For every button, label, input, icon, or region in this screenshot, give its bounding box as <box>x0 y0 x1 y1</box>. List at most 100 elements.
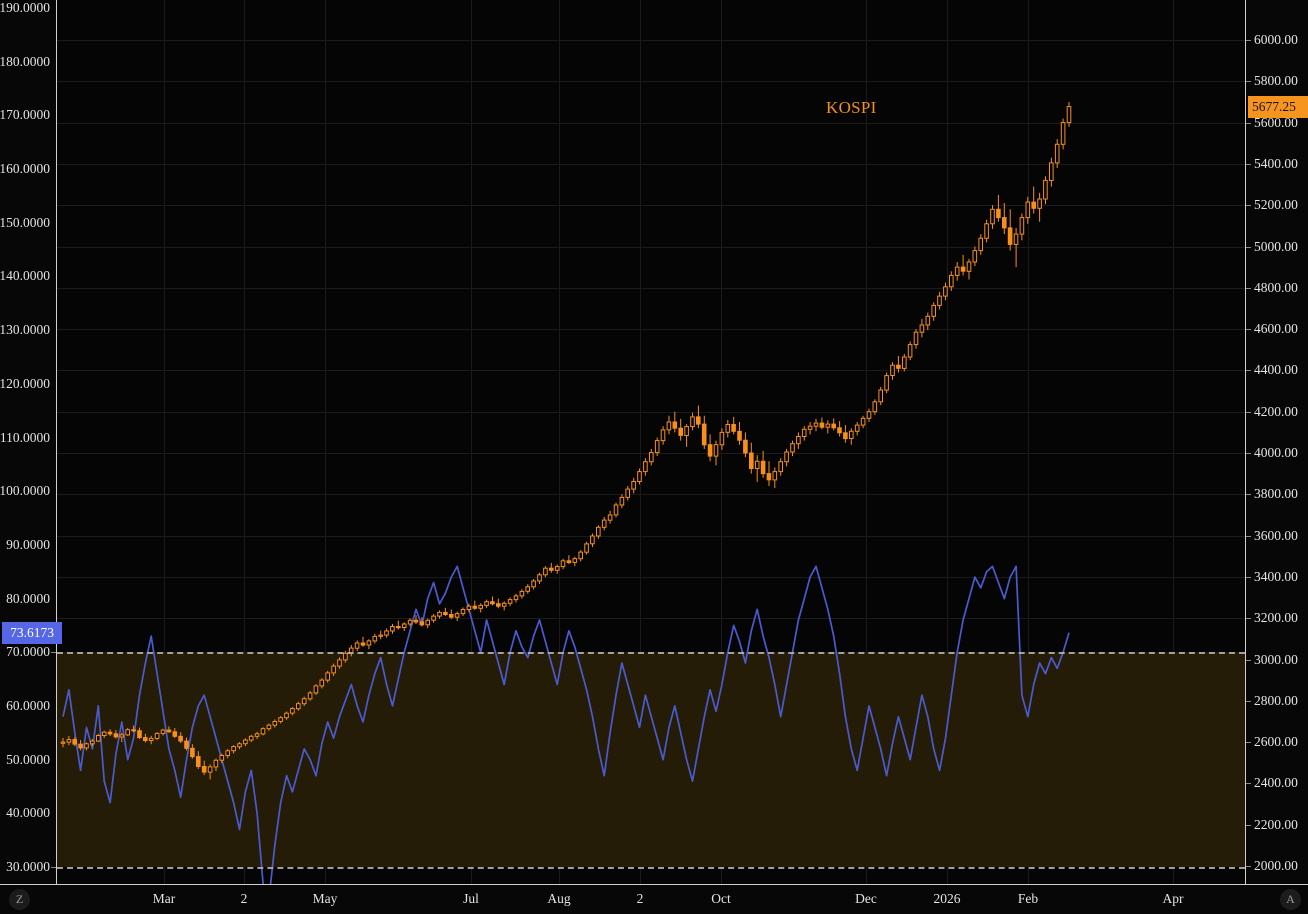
time-axis-tick-label: Dec <box>855 891 877 906</box>
time-axis-tick-label: 2 <box>240 891 248 906</box>
candle-body-up <box>407 619 413 625</box>
candle-body-down <box>72 739 77 745</box>
candle-body-up <box>884 375 889 391</box>
candle-body-up <box>825 423 831 428</box>
gridline-h <box>57 536 1245 537</box>
chart-plot-area[interactable]: KOSPI <box>57 0 1245 884</box>
time-axis-tick-label: 2026 <box>933 891 961 906</box>
left-price-axis[interactable]: 30.0000 40.0000 50.0000 60.0000 70.0000 80.00… <box>0 0 56 884</box>
right-axis-tickmark <box>1246 536 1251 537</box>
candle-body-down <box>472 605 478 609</box>
time-axis-tick-label: Oct <box>711 891 731 906</box>
candle-body-up <box>937 295 942 306</box>
gridline-v <box>1173 0 1174 884</box>
candle-body-down <box>131 729 136 732</box>
candle-body-up <box>772 471 778 481</box>
left-axis-tick-label: 150.0000 <box>0 214 50 230</box>
candle-body-up <box>219 755 225 761</box>
candle-body-up <box>401 623 407 628</box>
candle-body-up <box>543 567 548 576</box>
time-axis-tick-label: Apr <box>1162 891 1184 906</box>
time-axis-tick-label: 2 <box>636 891 644 906</box>
candle-body-up <box>784 451 789 463</box>
candle-body-up <box>607 514 613 521</box>
right-price-axis[interactable]: 2000.00 2200.00 2400.00 2600.00 2800.00 3000.… <box>1246 0 1308 884</box>
candle-body-down <box>707 444 713 457</box>
right-axis-tickmark <box>1246 825 1251 826</box>
candle-body-up <box>266 724 272 730</box>
candle-body-down <box>184 740 189 749</box>
right-axis-tick-label: 5200.00 <box>1254 197 1298 213</box>
candle-body-up <box>390 626 395 632</box>
candlestick-series <box>60 102 1072 780</box>
gridline-h <box>57 40 1245 41</box>
candle-body-down <box>549 567 554 571</box>
candle-body-up <box>272 721 278 726</box>
candle-body-down <box>201 766 207 773</box>
candle-body-up <box>913 331 919 346</box>
candle-body-up <box>60 741 66 744</box>
rsi-value-badge: 73.6173 <box>2 621 62 644</box>
right-axis-tickmark <box>1246 247 1251 248</box>
candle-body-up <box>160 729 166 734</box>
right-axis-tick-label: 5800.00 <box>1254 73 1298 89</box>
candle-body-down <box>172 731 178 737</box>
candle-body-up <box>807 425 813 430</box>
candle-body-up <box>154 732 160 739</box>
candle-body-up <box>713 444 719 457</box>
candle-body-up <box>654 440 660 454</box>
candle-body-up <box>966 261 972 272</box>
right-axis-tickmark <box>1246 205 1251 206</box>
series-title-kospi: KOSPI <box>826 98 877 117</box>
candle-body-up <box>637 471 642 483</box>
candle-body-up <box>866 411 872 419</box>
candle-body-down <box>566 560 572 563</box>
candle-body-up <box>513 595 519 601</box>
candle-body-up <box>101 731 107 737</box>
candle-body-up <box>290 708 295 714</box>
candle-body-down <box>672 421 678 429</box>
candle-body-up <box>225 750 230 756</box>
zoom-reset-button[interactable]: Z <box>9 889 30 910</box>
candle-body-up <box>666 421 672 431</box>
candle-body-up <box>260 728 266 735</box>
candle-body-up <box>690 416 695 428</box>
right-axis-tickmark <box>1246 412 1251 413</box>
right-axis-tickmark <box>1246 577 1251 578</box>
candle-body-down <box>443 611 448 616</box>
candle-body-up <box>796 436 801 445</box>
candle-body-up <box>1066 106 1072 124</box>
candle-body-up <box>1019 217 1025 235</box>
candle-body-down <box>449 614 454 618</box>
candle-body-up <box>337 659 342 667</box>
candle-body-down <box>760 460 766 475</box>
candle-body-down <box>766 473 772 481</box>
gridline-h <box>57 370 1245 371</box>
candle-body-up <box>313 685 319 694</box>
candle-body-up <box>425 619 430 626</box>
candle-body-up <box>207 766 213 773</box>
right-axis-tickmark <box>1246 329 1251 330</box>
right-axis-tickmark <box>1246 288 1251 289</box>
time-axis-tick-label: Jul <box>463 891 479 906</box>
time-axis[interactable]: Z A Mar 2 May Jul Aug 2 Oct Dec 2026 Feb Apr <box>0 884 1308 914</box>
gridline-h <box>57 123 1245 124</box>
right-axis-tick-label: 5000.00 <box>1254 238 1298 254</box>
right-axis-tick-label: 2800.00 <box>1254 692 1298 708</box>
candle-body-up <box>437 611 442 617</box>
time-axis-tick-label: Mar <box>152 891 176 906</box>
candle-body-down <box>749 452 754 469</box>
candle-body-down <box>1007 227 1013 245</box>
candle-body-up <box>919 324 925 333</box>
time-axis-tick-label: May <box>312 891 338 906</box>
candle-body-up <box>96 735 101 742</box>
candle-body-down <box>896 364 901 369</box>
candle-body-up <box>1037 198 1042 209</box>
left-axis-tick-label: 140.0000 <box>0 268 50 284</box>
candle-body-up <box>354 642 360 649</box>
candle-body-up <box>378 634 383 637</box>
candle-body-up <box>578 551 584 560</box>
candle-body-down <box>78 743 83 749</box>
auto-scale-button[interactable]: A <box>1280 889 1301 910</box>
gridline-h <box>57 247 1245 248</box>
